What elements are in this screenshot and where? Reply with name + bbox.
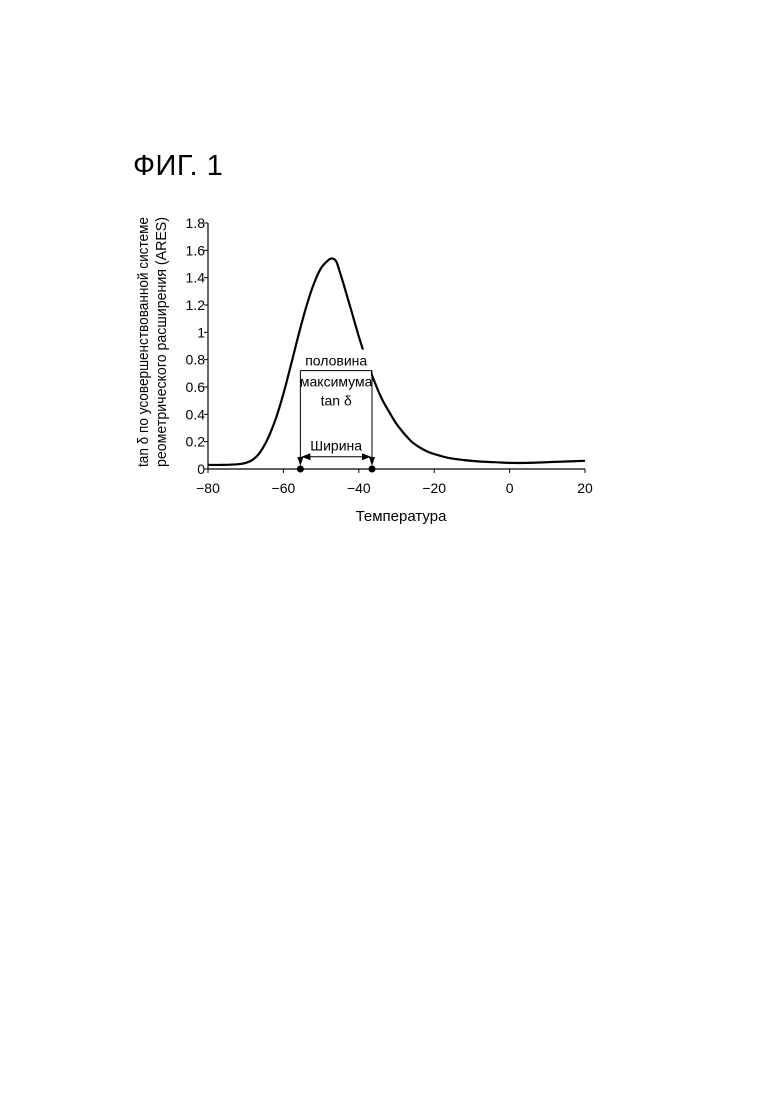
- y-axis-title: tan δ по усовершенствованной системе реом…: [136, 217, 170, 467]
- width-label: Ширина: [310, 438, 362, 454]
- annotation-text-line: половина: [305, 353, 367, 369]
- drop-arrow-left: [297, 457, 304, 466]
- tan-delta-curve: [207, 257, 586, 467]
- y-tick-label: 0.6: [186, 379, 206, 395]
- x-tick-label: −20: [422, 480, 446, 496]
- annotation-text-line: максимума: [300, 374, 373, 390]
- y-tick-label: 1.4: [186, 270, 206, 286]
- x-tick-label: 0: [506, 480, 514, 496]
- y-tick-label: 1: [197, 324, 205, 340]
- y-tick-label: 0.2: [186, 434, 206, 450]
- annotation-group: половина максимума tan δ Ширина: [296, 349, 376, 473]
- axes: [207, 223, 585, 470]
- y-axis-title-line: tan δ по усовершенствованной системе: [136, 217, 152, 467]
- x-axis-label: Температура: [356, 508, 448, 525]
- annotation-text-line: tan δ: [321, 393, 352, 409]
- width-arrow-head-left: [301, 453, 311, 461]
- ticks: 0 0.2 0.4 0.6 0.8 1 1.2 1.4 1.6 1.8 −80 −60 −40 −20 0 2…: [186, 215, 593, 496]
- y-axis-title-line: реометрического расширения (ARES): [154, 217, 170, 467]
- y-tick-label: 0.8: [186, 352, 206, 368]
- x-tick-label: 20: [577, 480, 593, 496]
- x-tick-label: −40: [347, 480, 371, 496]
- figure-label: ФИГ. 1: [133, 150, 224, 182]
- y-tick-label: 0.4: [186, 406, 206, 422]
- x-tick-label: −60: [272, 480, 296, 496]
- y-tick-label: 1.8: [186, 215, 206, 231]
- drop-arrow-right: [368, 457, 375, 466]
- y-tick-label: 1.2: [186, 297, 206, 313]
- curve-group: [207, 257, 586, 467]
- y-tick-label: 1.6: [186, 242, 206, 258]
- half-max-point-left: [296, 465, 304, 473]
- x-tick-label: −80: [196, 480, 220, 496]
- y-tick-label: 0: [197, 461, 205, 477]
- half-max-point-right: [368, 465, 376, 473]
- width-arrow-head-right: [361, 453, 371, 461]
- annotation-background: [301, 349, 371, 410]
